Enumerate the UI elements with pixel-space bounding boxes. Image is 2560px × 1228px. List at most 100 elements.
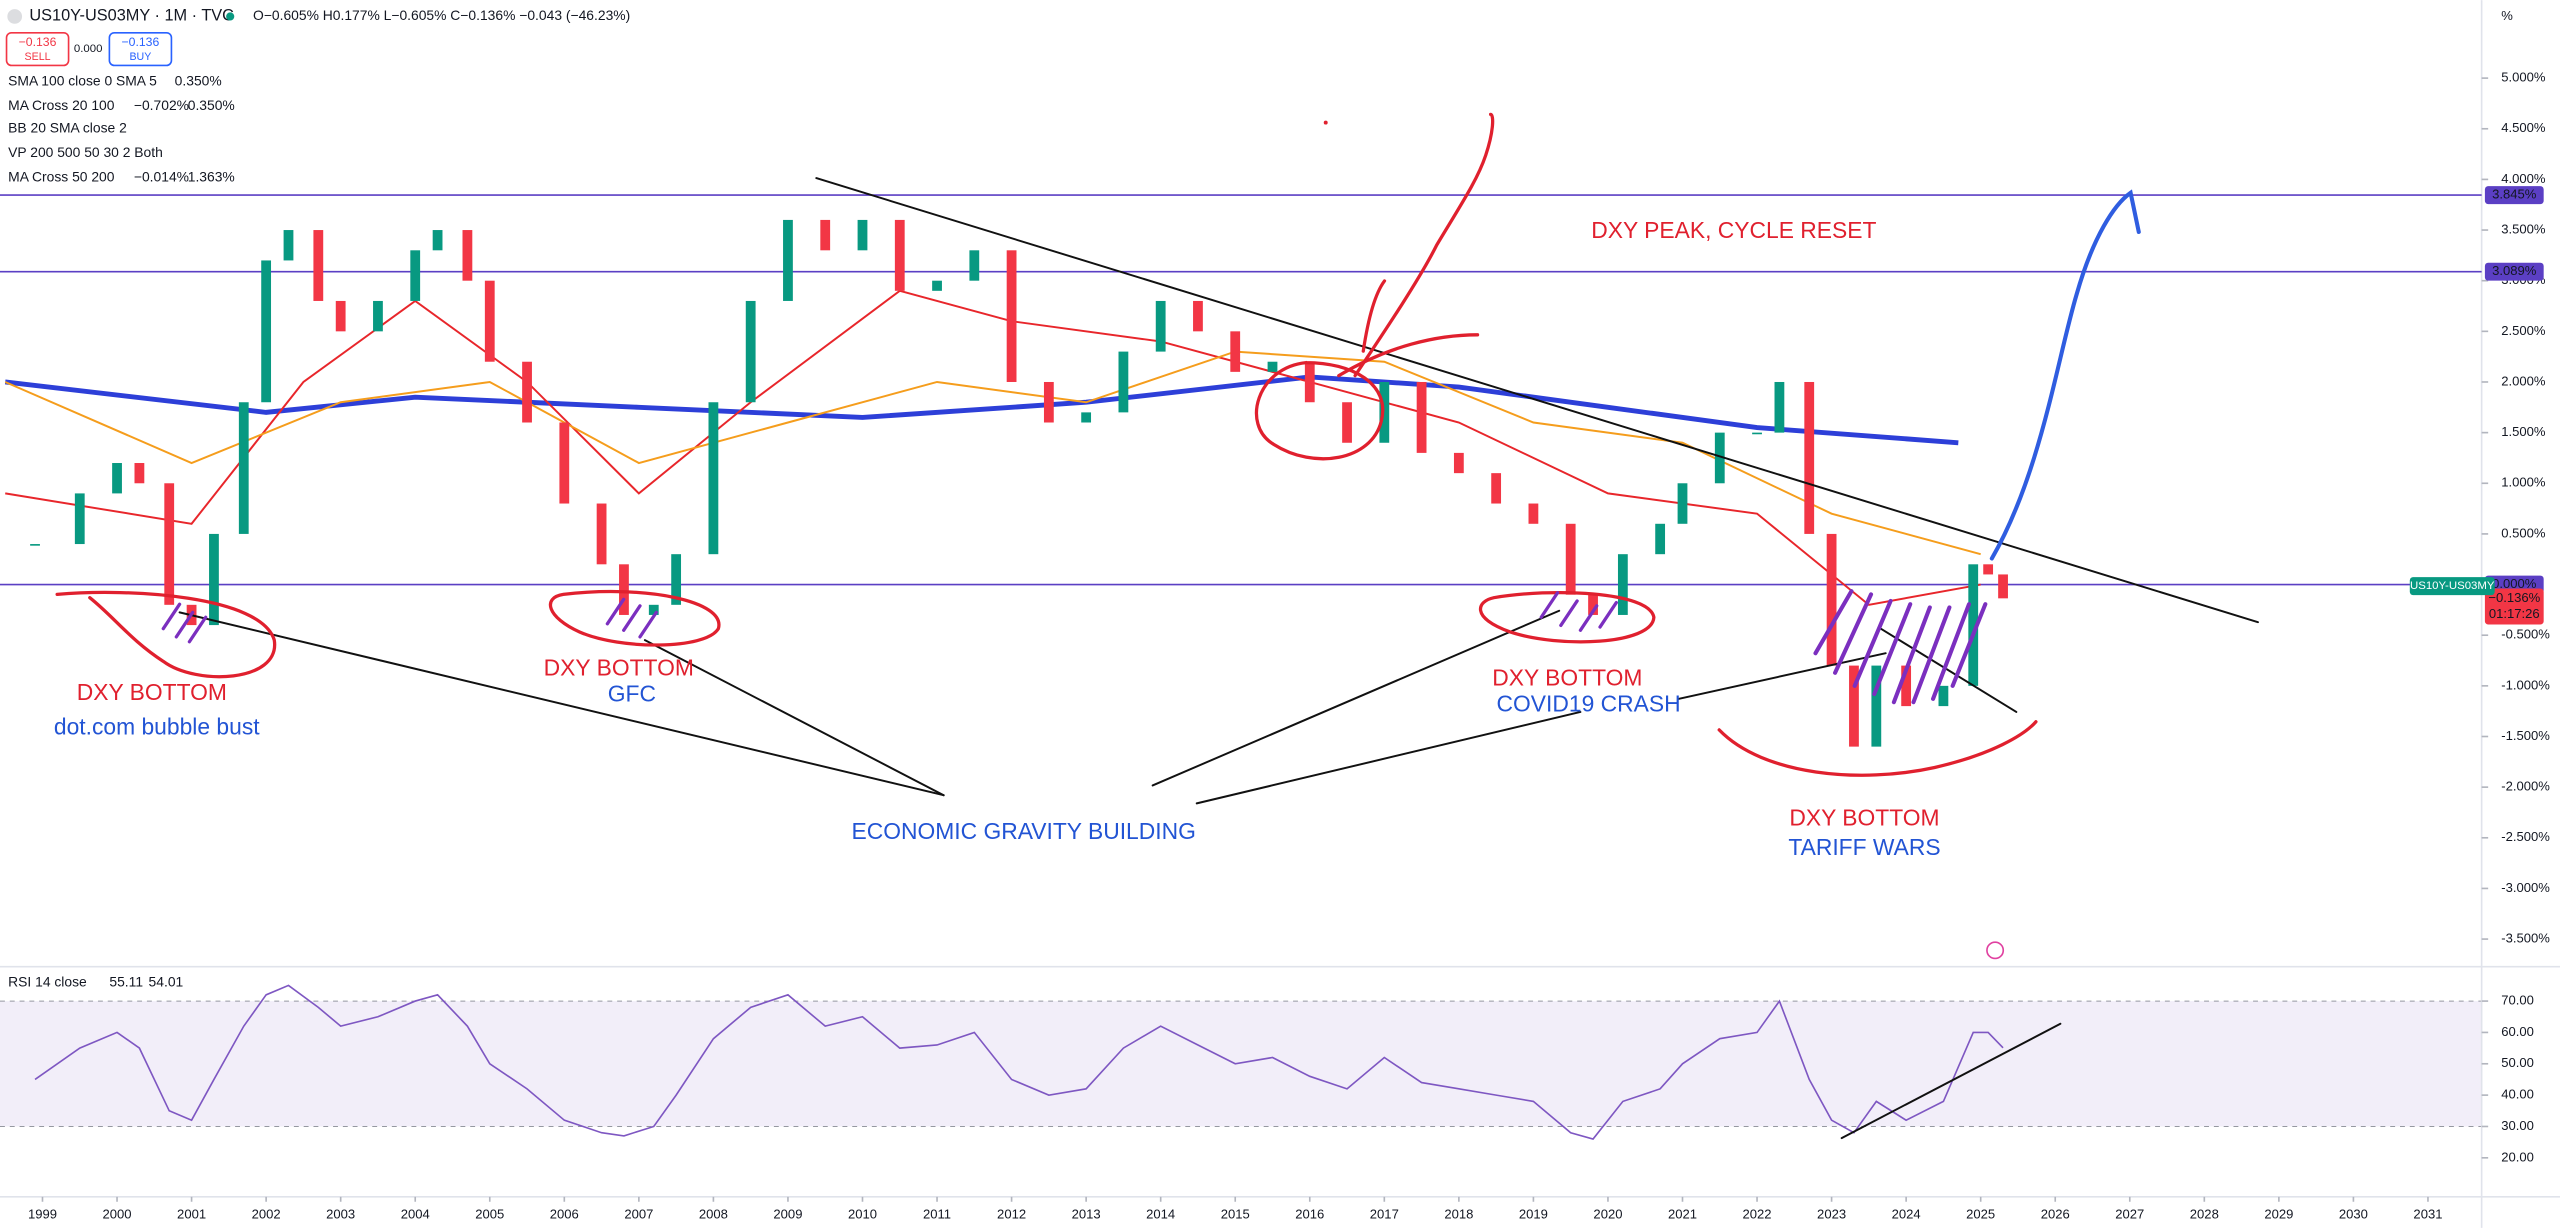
candle — [484, 280, 495, 362]
dot — [1323, 120, 1328, 125]
candle — [1267, 361, 1278, 372]
candle — [1588, 594, 1598, 615]
candle — [1453, 452, 1464, 474]
candle — [708, 402, 719, 555]
x-tick-label: 2030 — [2339, 1206, 2368, 1221]
candle — [283, 230, 294, 261]
y-tick-label: -2.000% — [2501, 779, 2550, 794]
candle — [261, 260, 272, 403]
x-tick-label: 2013 — [1072, 1206, 1101, 1221]
candle — [1714, 432, 1725, 484]
ohlc: O−0.605% H0.177% L−0.605% C−0.136% −0.04… — [253, 7, 630, 23]
curve — [1361, 279, 1387, 353]
indicator-value: 0.350% — [188, 97, 235, 113]
alert-icon — [1986, 941, 2005, 960]
symbol-tag-label: US10Y-US03MY — [2410, 580, 2495, 592]
candle — [1043, 381, 1054, 423]
x-tick-label: 2022 — [1743, 1206, 1772, 1221]
x-tick-label: 2026 — [2041, 1206, 2070, 1221]
candle — [1849, 665, 1859, 747]
y-tick-label: 0.500% — [2501, 525, 2546, 540]
y-tick-label: -3.000% — [2501, 880, 2550, 895]
candle — [820, 219, 831, 251]
main-pane — [0, 194, 2482, 747]
indicator-legend[interactable]: VP 200 500 50 30 2 Both — [8, 144, 163, 160]
candle — [969, 250, 980, 281]
candle — [671, 554, 682, 605]
x-tick-label: 2020 — [1593, 1206, 1622, 1221]
x-tick-label: 2010 — [848, 1206, 877, 1221]
buy-label[interactable]: BUY — [129, 51, 151, 63]
trendline — [1677, 652, 1887, 700]
candle — [462, 230, 473, 281]
x-tick-label: 2023 — [1817, 1206, 1846, 1221]
candle — [1416, 381, 1427, 453]
sell-label[interactable]: SELL — [25, 51, 51, 63]
candle — [1342, 402, 1352, 443]
indicator-legend[interactable]: MA Cross 20 100 — [8, 97, 115, 113]
candle — [857, 219, 868, 251]
x-tick-label: 2003 — [326, 1206, 355, 1221]
rsi-title[interactable]: RSI 14 close — [8, 974, 87, 990]
candle — [1617, 554, 1628, 615]
status-dot — [226, 12, 235, 21]
indicator-legend[interactable]: SMA 100 close 0 SMA 5 — [8, 72, 157, 88]
x-tick-label: 2008 — [699, 1206, 728, 1221]
level-label: 3.089% — [2492, 263, 2537, 278]
candle — [1752, 432, 1762, 435]
candle — [1118, 351, 1129, 413]
annotation: DXY PEAK, CYCLE RESET — [1591, 217, 1876, 243]
annotation: COVID19 CRASH — [1497, 690, 1681, 716]
x-tick-label: 2021 — [1668, 1206, 1697, 1221]
candle — [932, 280, 942, 291]
sell-button[interactable] — [5, 31, 70, 67]
candle — [522, 361, 532, 423]
candle — [238, 402, 249, 534]
sell-price[interactable]: −0.136 — [19, 35, 57, 49]
countdown: 01:17:26 — [2489, 606, 2540, 621]
candle — [1491, 473, 1502, 504]
candle — [410, 250, 421, 301]
x-tick-label: 2027 — [2115, 1206, 2144, 1221]
trendline — [1195, 710, 1582, 805]
indicator-legend[interactable]: MA Cross 50 200 — [8, 169, 115, 185]
buy-price[interactable]: −0.136 — [122, 35, 160, 49]
trendline — [1840, 1022, 2062, 1140]
x-tick-label: 2015 — [1221, 1206, 1250, 1221]
candle — [74, 493, 85, 545]
y-tick-label: 5.000% — [2501, 70, 2546, 85]
indicator-value: −0.014% — [134, 169, 189, 185]
indicator-value: 0.350% — [175, 72, 222, 88]
x-tick-label: 2014 — [1146, 1206, 1175, 1221]
y-tick-label: -3.500% — [2501, 931, 2550, 946]
indicator-legend[interactable]: BB 20 SMA close 2 — [8, 120, 127, 136]
candle — [209, 533, 219, 626]
candle — [648, 604, 659, 615]
x-tick-label: 2006 — [550, 1206, 579, 1221]
arrow — [1989, 189, 2141, 561]
candle — [313, 230, 324, 301]
y-tick-label: 30.00 — [2501, 1118, 2534, 1133]
hatch — [161, 591, 1618, 644]
rsi-pane — [0, 984, 2482, 1140]
candle — [30, 544, 40, 546]
x-tick-label: 1999 — [28, 1206, 57, 1221]
buy-button[interactable] — [108, 31, 173, 67]
level-tag — [2484, 262, 2544, 281]
candle — [134, 463, 145, 484]
curve — [1337, 333, 1480, 378]
y-tick-label: -0.500% — [2501, 627, 2550, 642]
y-tick-label: 40.00 — [2501, 1087, 2534, 1102]
trendline — [178, 611, 945, 797]
y-tick-label: -2.500% — [2501, 829, 2550, 844]
candle — [1006, 250, 1017, 382]
hatch — [1813, 589, 1988, 705]
x-tick-label: 2012 — [997, 1206, 1026, 1221]
annotation: DXY BOTTOM — [544, 655, 694, 681]
level-label: 3.845% — [2492, 187, 2537, 202]
y-tick-label: 20.00 — [2501, 1149, 2534, 1164]
symbol: US10Y-US03MY · 1M · TVC — [29, 7, 234, 25]
x-tick-label: 2011 — [923, 1206, 951, 1221]
candle — [1081, 412, 1092, 423]
